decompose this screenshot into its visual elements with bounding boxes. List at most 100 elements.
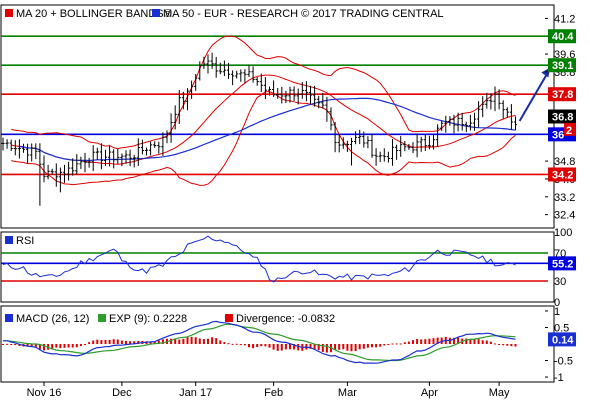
- price-bar: [497, 89, 501, 110]
- price-current-tag: [548, 109, 576, 124]
- rsi-legend-swatch: [5, 236, 13, 244]
- macd-signal-line: [2, 323, 516, 362]
- macd-divergence-bar: [268, 344, 271, 348]
- macd-divergence-bar: [510, 344, 513, 347]
- price-bar: [362, 131, 366, 148]
- price-bar: [403, 140, 407, 152]
- macd-divergence-bar: [440, 337, 443, 344]
- macd-divergence-bar: [174, 338, 177, 344]
- macd-panel: MACD (26, 12) EXP (9): 0.2228 Divergence: …: [2, 306, 576, 384]
- macd-divergence-bar: [358, 344, 361, 350]
- price-level-tag-0: [548, 29, 576, 44]
- price-bar: [329, 107, 333, 131]
- macd-divergence-bar: [2, 344, 4, 345]
- ma20-legend-swatch: [5, 9, 13, 17]
- price-level-tag-label-0: 40.4: [552, 31, 574, 43]
- rsi-legend-label: RSI: [16, 235, 34, 247]
- macd-divergence-bar: [366, 344, 369, 348]
- price-bar: [5, 139, 9, 149]
- macd-divergence-bar: [321, 344, 324, 352]
- macd-divergence-bar: [252, 344, 255, 349]
- macd-divergence-bar: [26, 344, 29, 347]
- macd-divergence-bar: [198, 338, 201, 344]
- price-bar: [395, 144, 399, 160]
- macd-divergence-bar: [477, 339, 480, 344]
- price-bar: [112, 149, 116, 169]
- macd-divergence-bar: [338, 344, 341, 350]
- macd-divergence-bar: [125, 340, 127, 344]
- price-bar: [46, 164, 50, 180]
- macd-divergence-bar: [514, 344, 517, 347]
- price-bar: [222, 60, 226, 77]
- price-bar: [120, 153, 124, 167]
- price-tick-label-0: 41.2: [554, 13, 575, 25]
- macd-divergence-bar: [391, 343, 394, 345]
- price-bar: [464, 121, 468, 133]
- price-bar: [296, 88, 300, 105]
- macd-divergence-bar: [346, 344, 349, 351]
- rsi-current-tag-label: 55.2: [552, 258, 573, 270]
- macd-divergence-bar: [215, 338, 218, 344]
- macd-divergence-bar: [153, 341, 156, 344]
- macd-divergence-bar: [235, 343, 238, 345]
- macd-divergence-bar: [420, 339, 423, 344]
- price-bar: [378, 151, 382, 163]
- price-bar: [485, 92, 489, 109]
- macd-divergence-bar: [71, 344, 74, 348]
- macd-legend-label-2: Divergence: -0.0832: [236, 313, 335, 325]
- price-bar: [427, 135, 431, 150]
- macd-divergence-bar: [239, 344, 242, 345]
- macd-divergence-bar: [424, 339, 427, 344]
- macd-divergence-bar: [489, 341, 492, 344]
- macd-legend-label-0: MACD (26, 12): [16, 313, 89, 325]
- price-current-tag-label: 36.8: [552, 112, 573, 124]
- macd-divergence-bar: [34, 344, 37, 348]
- price-bar: [226, 62, 231, 80]
- ma50-legend-label: MA 50 - EUR - RESEARCH: [163, 8, 298, 20]
- price-bar: [103, 149, 108, 166]
- price-bar: [214, 56, 218, 78]
- macd-divergence-bar: [243, 344, 246, 346]
- macd-divergence-bar: [379, 344, 382, 347]
- macd-divergence-bar: [416, 339, 419, 344]
- macd-divergence-bar: [264, 344, 267, 347]
- price-bar: [505, 107, 509, 118]
- macd-divergence-bar: [88, 342, 91, 344]
- price-bar: [116, 148, 120, 164]
- macd-divergence-histogram: [2, 336, 517, 353]
- price-bar: [304, 81, 308, 102]
- macd-divergence-bar: [453, 337, 455, 344]
- price-level-tag-1: [548, 58, 576, 73]
- macd-divergence-bar: [403, 342, 406, 344]
- price-bar: [247, 64, 251, 77]
- macd-divergence-bar: [227, 343, 230, 345]
- price-bar: [284, 90, 288, 104]
- macd-divergence-bar: [313, 344, 316, 350]
- rsi-line: [2, 235, 516, 283]
- panel-frames: [0, 4, 555, 383]
- macd-divergence-bar: [383, 344, 386, 346]
- price-bar: [149, 141, 153, 156]
- x-tick-label-5: Apr: [421, 387, 438, 399]
- macd-tick-label-0: 1: [554, 306, 560, 318]
- price-bar: [341, 137, 345, 149]
- macd-divergence-bar: [92, 340, 95, 344]
- macd-divergence-bar: [63, 344, 66, 348]
- macd-divergence-bar: [161, 339, 164, 344]
- price-bar: [477, 101, 481, 128]
- price-bar: [308, 85, 313, 105]
- macd-divergence-bar: [457, 337, 460, 344]
- macd-divergence-bar: [194, 337, 197, 344]
- panel-frame-0: [0, 4, 555, 229]
- price-bar: [431, 133, 436, 150]
- price-tick-label-10: 32.4: [554, 210, 575, 222]
- price-bar: [30, 143, 34, 162]
- macd-divergence-bar: [502, 344, 505, 346]
- macd-divergence-bar: [6, 343, 9, 345]
- macd-divergence-bar: [51, 344, 54, 350]
- price-bar: [173, 105, 177, 130]
- price-bar: [58, 167, 62, 193]
- macd-lines: [2, 320, 516, 364]
- price-bar: [472, 112, 477, 131]
